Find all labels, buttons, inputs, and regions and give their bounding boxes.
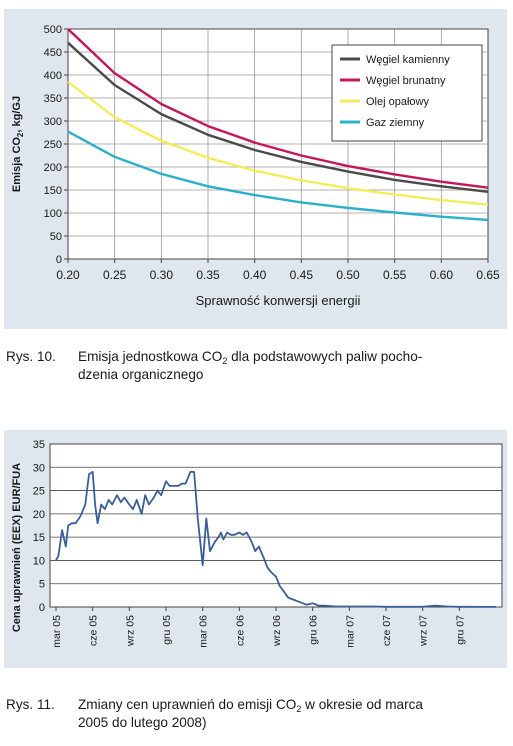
x-tick-label: wrz 07 <box>418 615 430 647</box>
y-tick-label: 50 <box>50 231 62 243</box>
x-tick-label: 0.30 <box>150 268 174 282</box>
legend-box <box>331 44 483 142</box>
y-axis-label: Emisja CO2, kg/GJ <box>11 96 25 192</box>
chart-panel-prices: 0 5 10 15 20 25 30 35 mar 05 cze 05 wrz 05 gru 05 ma… <box>4 430 507 668</box>
y-tick-label: 400 <box>44 70 62 82</box>
series-line-price <box>55 471 496 608</box>
series-line-2 <box>67 28 489 189</box>
y-tick-label: 200 <box>44 162 62 174</box>
y-tick-label: 250 <box>44 139 62 151</box>
x-tick-label: wrz 05 <box>124 615 136 647</box>
figure-10-caption-line1: Emisja jednostkowa CO2 dla podstawowych … <box>78 349 423 366</box>
y-tick-label: 500 <box>44 24 62 36</box>
x-tick-label: 0.50 <box>336 268 360 282</box>
x-axis-label: Sprawność konwersji energii <box>196 293 361 308</box>
legend-label: Gaz ziemny <box>366 117 425 129</box>
legend-label: Węgiel brunatny <box>366 75 446 87</box>
y-tick-label: 0 <box>39 602 45 614</box>
x-tick-label: cze 07 <box>381 615 393 646</box>
x-tick-label: mar 06 <box>198 615 210 648</box>
y-tick-label: 15 <box>33 532 45 544</box>
x-tick-label: 0.40 <box>243 268 267 282</box>
x-tick-label: 0.20 <box>56 268 80 282</box>
x-tick-label: mar 05 <box>51 615 63 648</box>
x-tick-label: 0.45 <box>290 268 314 282</box>
series-line-3 <box>67 80 489 206</box>
y-tick-label: 30 <box>33 462 45 474</box>
y-tick-label: 300 <box>44 116 62 128</box>
y-tick-label: 35 <box>33 439 45 451</box>
y-tick-label: 450 <box>44 47 62 59</box>
figure-11-caption-line1: Zmiany cen uprawnień do emisji CO2 w okr… <box>78 697 423 714</box>
figure-10-caption-line2: dzenia organicznego <box>78 367 204 382</box>
x-tick-label: 0.25 <box>103 268 127 282</box>
figure-10-caption: Rys. 10. Emisja jednostkowa CO2 dla pods… <box>6 348 511 388</box>
y-tick-label: 25 <box>33 486 45 498</box>
y-tick-label: 10 <box>33 555 45 567</box>
emissions-chart: 0 50 100 150 200 250 300 350 400 450 500 0.20 0.25 0.… <box>11 24 500 308</box>
y-tick-label: 5 <box>39 579 45 591</box>
y-tick-label: 150 <box>44 185 62 197</box>
plot-area <box>49 443 503 608</box>
y-axis-label: Cena uprawnień (EEX) EUR/FUA <box>11 463 23 632</box>
y-tick-label: 350 <box>44 93 62 105</box>
chart-panel-emissions: 0 50 100 150 200 250 300 350 400 450 500 0.20 0.25 0.… <box>4 9 507 329</box>
figure-11-number: Rys. 11. <box>6 697 55 712</box>
series-line-4 <box>67 130 489 222</box>
figure-10-number: Rys. 10. <box>6 349 56 364</box>
x-tick-label: 0.65 <box>476 268 500 282</box>
legend-label: Węgiel kamienny <box>366 54 450 66</box>
x-tick-label: cze 06 <box>234 615 246 646</box>
y-tick-label: 20 <box>33 509 45 521</box>
price-chart: 0 5 10 15 20 25 30 35 mar 05 cze 05 wrz 05 gru 05 ma… <box>11 439 503 648</box>
x-tick-label: wrz 06 <box>271 615 283 647</box>
x-tick-label: 0.60 <box>430 268 454 282</box>
figure-11-caption-line2: 2005 do lutego 2008) <box>78 715 207 730</box>
legend-label: Olej opałowy <box>366 96 429 108</box>
x-tick-label: gru 07 <box>454 615 466 645</box>
x-tick-label: cze 05 <box>88 615 100 646</box>
y-tick-label: 0 <box>56 254 62 266</box>
figure-11-caption: Rys. 11. Zmiany cen uprawnień do emisji … <box>6 696 511 736</box>
x-tick-label: gru 05 <box>161 615 173 645</box>
x-tick-label: 0.35 <box>196 268 220 282</box>
series-line-1 <box>67 41 489 193</box>
x-tick-label: mar 07 <box>344 615 356 648</box>
x-tick-label: 0.55 <box>383 268 407 282</box>
x-tick-label: gru 06 <box>308 615 320 645</box>
y-tick-label: 100 <box>44 208 62 220</box>
